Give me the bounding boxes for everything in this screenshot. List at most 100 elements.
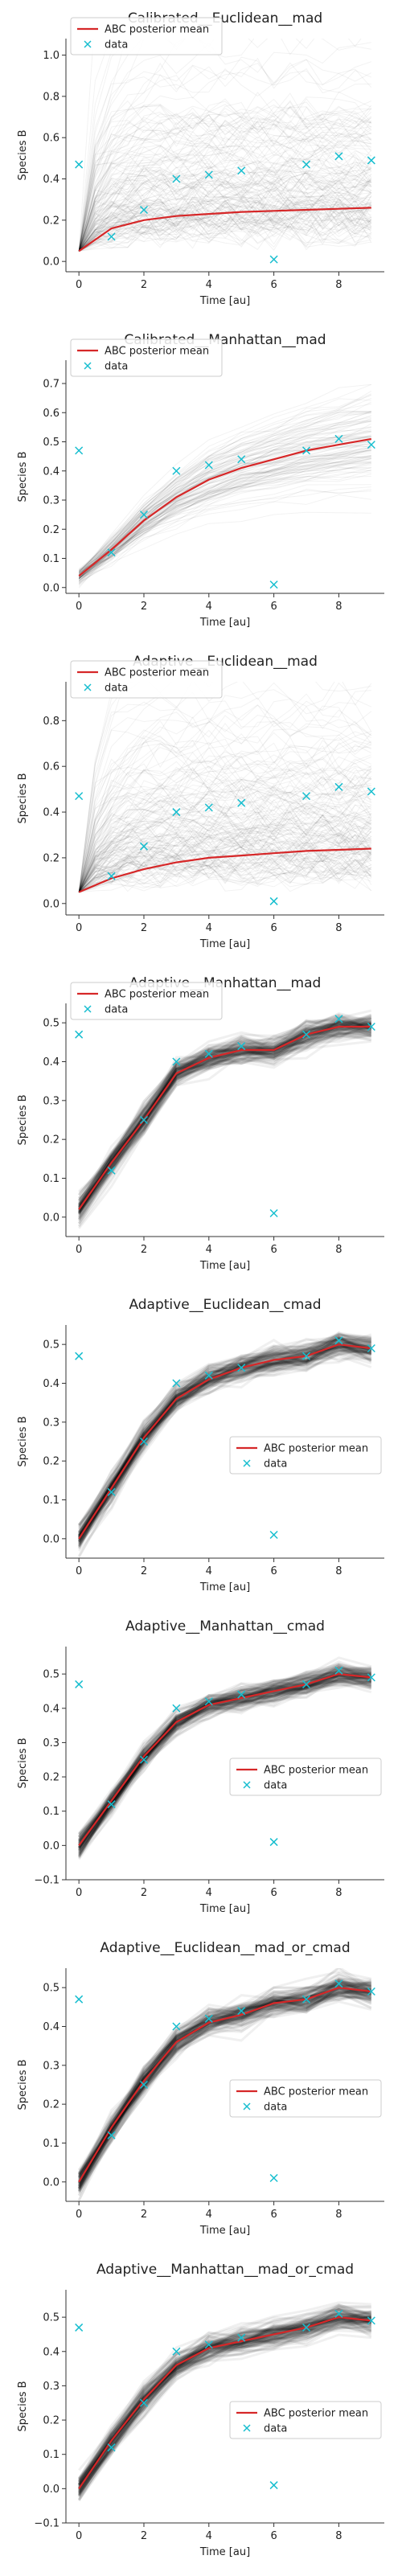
x-tick-label: 4 <box>206 1887 212 1899</box>
x-tick-label: 6 <box>270 279 277 291</box>
y-tick-label: 0.2 <box>43 1134 59 1146</box>
legend: ABC posterior mean data <box>230 2080 381 2117</box>
x-tick-label: 0 <box>76 922 82 934</box>
x-tick-label: 8 <box>335 1887 342 1899</box>
x-tick-label: 6 <box>270 922 277 934</box>
data-point <box>76 161 83 168</box>
chart-title: Adaptive__Manhattan__cmad <box>125 1618 325 1635</box>
legend: ABC posterior mean data <box>230 1758 381 1795</box>
posterior-trajectories <box>79 1011 371 1229</box>
y-axis-label: Species B <box>17 2381 29 2431</box>
data-point <box>76 1352 83 1360</box>
y-tick-label: 0.1 <box>43 1173 59 1185</box>
y-tick-label: 0.3 <box>43 1737 59 1749</box>
x-tick-label: 4 <box>206 922 212 934</box>
y-tick-label: 0.0 <box>43 898 59 910</box>
legend: ABC posterior mean data <box>71 661 222 698</box>
y-tick-label: 0.4 <box>43 1703 59 1715</box>
y-tick-label: 0.2 <box>43 215 59 227</box>
x-tick-label: 4 <box>206 1244 212 1256</box>
chart-title: Adaptive__Euclidean__mad_or_cmad <box>100 1940 350 1956</box>
y-tick-label: 0.4 <box>43 1056 59 1069</box>
y-tick-label: 0.0 <box>43 1840 59 1852</box>
x-tick-label: 2 <box>141 2530 147 2542</box>
legend: ABC posterior mean data <box>71 982 222 1019</box>
y-tick-label: 0.3 <box>43 2381 59 2393</box>
posterior-trajectories <box>79 384 371 588</box>
x-tick-label: 0 <box>76 1565 82 1577</box>
y-tick-label: 0.5 <box>43 1983 59 1995</box>
legend-label-data: data <box>105 683 128 695</box>
x-axis-label: Time [au] <box>199 1260 250 1272</box>
y-tick-label: 0.1 <box>43 2449 59 2461</box>
y-tick-label: 0.2 <box>43 1456 59 1468</box>
x-tick-label: 2 <box>141 2209 147 2221</box>
legend-label-data: data <box>264 1780 287 1792</box>
trajectory <box>79 1983 371 2173</box>
legend-label-data: data <box>264 2102 287 2114</box>
legend-label-mean: ABC posterior mean <box>264 1443 368 1455</box>
y-axis-label: Species B <box>17 1416 29 1466</box>
legend-label-data: data <box>105 1004 128 1016</box>
x-tick-label: 6 <box>270 601 277 613</box>
x-axis-label: Time [au] <box>199 617 250 629</box>
x-axis-label: Time [au] <box>199 1903 250 1915</box>
legend: ABC posterior mean data <box>230 1437 381 1474</box>
data-point <box>335 783 343 790</box>
legend: ABC posterior mean data <box>230 2402 381 2439</box>
y-tick-label: 0.6 <box>43 761 59 773</box>
y-tick-label: 0.4 <box>43 466 59 478</box>
y-tick-label: 0.6 <box>43 133 59 145</box>
chart-title: Adaptive__Manhattan__mad_or_cmad <box>96 2262 354 2278</box>
y-tick-label: 0.2 <box>43 524 59 536</box>
x-tick-label: 4 <box>206 279 212 291</box>
x-tick-label: 8 <box>335 1244 342 1256</box>
data-point <box>270 2482 277 2489</box>
y-tick-label: 0.2 <box>43 2415 59 2427</box>
x-tick-label: 8 <box>335 601 342 613</box>
trajectory <box>79 440 371 580</box>
x-tick-label: 8 <box>335 1565 342 1577</box>
x-tick-label: 2 <box>141 1244 147 1256</box>
y-tick-label: 0.1 <box>43 1495 59 1507</box>
x-tick-label: 2 <box>141 279 147 291</box>
chart-panel-7: Adaptive__Euclidean__mad_or_cmad 0 2 4 6 8 0.0… <box>17 1940 384 2237</box>
y-tick-label: 0.5 <box>43 1018 59 1030</box>
data-point <box>76 793 83 800</box>
y-axis-label: Species B <box>17 2059 29 2110</box>
x-tick-label: 0 <box>76 601 82 613</box>
chart-panel-8: Adaptive__Manhattan__mad_or_cmad0 2 4 6 8−0.… <box>17 2262 384 2558</box>
y-tick-label: 0.7 <box>43 379 59 391</box>
data-point <box>76 447 83 454</box>
y-tick-label: 0.5 <box>43 2312 59 2324</box>
x-tick-label: 2 <box>141 1565 147 1577</box>
legend-label-mean: ABC posterior mean <box>105 346 209 358</box>
x-tick-label: 2 <box>141 1887 147 1899</box>
y-tick-label: −0.1 <box>34 2518 59 2530</box>
y-tick-label: 0.6 <box>43 408 59 420</box>
y-tick-label: 0.0 <box>43 582 59 594</box>
data-point <box>270 2175 277 2182</box>
x-tick-label: 4 <box>206 601 212 613</box>
y-axis-label: Species B <box>17 1737 29 1788</box>
chart-panel-1: Calibrated__Euclidean__mad0 2 4 6 80.00.20.4… <box>17 0 384 307</box>
data-point <box>367 157 375 164</box>
legend: ABC posterior mean data <box>71 339 222 376</box>
y-tick-label: 0.5 <box>43 1669 59 1681</box>
y-tick-label: −0.1 <box>34 1875 59 1887</box>
trajectory <box>79 1028 371 1212</box>
legend-label-mean: ABC posterior mean <box>264 2408 368 2420</box>
y-tick-label: 0.4 <box>43 1378 59 1390</box>
data-point <box>270 1839 277 1846</box>
legend-label-mean: ABC posterior mean <box>264 2086 368 2098</box>
x-tick-label: 2 <box>141 601 147 613</box>
posterior-trajectories <box>79 549 371 892</box>
y-tick-label: 0.0 <box>43 256 59 269</box>
x-tick-label: 0 <box>76 279 82 291</box>
chart-title: Adaptive__Euclidean__cmad <box>129 1297 321 1313</box>
y-axis-label: Species B <box>17 1094 29 1145</box>
y-tick-label: 0.0 <box>43 1533 59 1545</box>
data-point <box>270 1210 277 1217</box>
